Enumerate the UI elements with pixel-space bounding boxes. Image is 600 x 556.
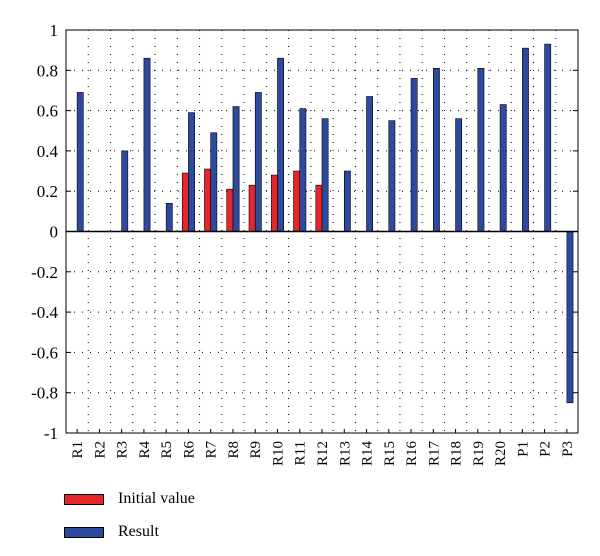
legend-label-initial: Initial value xyxy=(118,490,195,507)
legend-item-initial: Initial value xyxy=(64,490,195,508)
x-tick-label: R11 xyxy=(293,441,309,465)
legend-item-result: Result xyxy=(64,523,195,541)
bar-result-R1 xyxy=(76,92,84,232)
y-tick-label: -0.4 xyxy=(31,303,58,322)
y-tick-label: -1 xyxy=(44,424,58,443)
bar-result-R10 xyxy=(277,57,284,232)
y-tick-label: 0 xyxy=(50,223,59,242)
bar-result-R6 xyxy=(188,112,195,232)
x-axis-ticks: R1 R2 R3 R4 R5 R6 R7 R8 R9 R10 R11 R12 R13 R14 R15 R16 R… xyxy=(70,429,576,466)
bar-chart: 10.80.60.40.20-0.2-0.4-0.6-0.8-1 R1 R2 R3 R… xyxy=(31,21,579,466)
legend-label-result: Result xyxy=(118,523,159,540)
bar-result-R9 xyxy=(254,92,262,232)
x-tick-label: R18 xyxy=(449,441,465,466)
x-tick-label: R13 xyxy=(337,441,353,466)
bar-result-R5 xyxy=(165,202,173,232)
y-tick-label: 0.4 xyxy=(37,142,59,161)
bar-result-P1 xyxy=(522,47,529,232)
x-tick-label: P3 xyxy=(560,441,576,457)
x-tick-label: R7 xyxy=(204,441,220,459)
x-tick-label: R8 xyxy=(226,441,242,459)
x-tick-label: R3 xyxy=(115,441,131,459)
x-tick-label: R12 xyxy=(315,441,331,466)
y-tick-label: 0.8 xyxy=(37,61,58,80)
bar-result-R7 xyxy=(210,132,218,232)
x-tick-label: R15 xyxy=(382,441,398,466)
x-tick-label: R5 xyxy=(159,441,175,459)
x-tick-label: R14 xyxy=(360,441,376,467)
bar-result-R12 xyxy=(321,118,329,232)
bar-result-R16 xyxy=(410,78,418,232)
x-tick-label: R6 xyxy=(181,441,197,459)
bar-result-R3 xyxy=(121,150,129,232)
legend-swatch-initial xyxy=(64,493,104,505)
bar-result-R19 xyxy=(477,67,485,232)
bar-result-R13 xyxy=(343,170,351,232)
x-tick-label: R19 xyxy=(471,441,487,466)
bar-initial-R6 xyxy=(181,172,189,232)
x-tick-label: R4 xyxy=(137,441,153,459)
bar-result-R8 xyxy=(232,106,240,232)
x-tick-label: R2 xyxy=(92,441,108,459)
x-tick-label: R17 xyxy=(426,441,442,467)
x-tick-label: R9 xyxy=(248,441,264,459)
bar-initial-R8 xyxy=(226,188,234,232)
bar-result-P2 xyxy=(544,43,552,232)
y-tick-label: 1 xyxy=(50,21,59,40)
legend: Initial value Result xyxy=(64,490,195,556)
y-tick-label: 0.6 xyxy=(37,102,58,121)
legend-swatch-result xyxy=(64,526,104,538)
y-tick-label: 0.2 xyxy=(37,182,58,201)
bar-result-R18 xyxy=(455,118,463,232)
bar-initial-R11 xyxy=(293,170,301,232)
x-tick-label: R10 xyxy=(270,441,286,466)
bar-result-R11 xyxy=(299,108,307,232)
x-tick-label: P1 xyxy=(515,441,531,457)
y-tick-label: -0.2 xyxy=(31,263,58,282)
bar-result-R4 xyxy=(143,57,151,232)
bar-result-R17 xyxy=(433,67,440,232)
x-tick-label: R1 xyxy=(70,441,86,459)
y-axis-ticks: 1 0.8 0.6 0.4 0.2 0 -0.2 -0.4 -0.6 -0.8 -1 xyxy=(31,21,578,443)
x-tick-label: R20 xyxy=(493,441,509,466)
x-tick-label: R16 xyxy=(404,441,420,467)
bars-layer xyxy=(76,43,574,404)
bar-initial-R9 xyxy=(248,184,256,232)
bar-initial-R10 xyxy=(270,174,278,232)
bar-result-R20 xyxy=(499,104,507,232)
bar-result-R15 xyxy=(388,120,396,232)
x-tick-label: P2 xyxy=(538,441,554,457)
y-tick-label: -0.6 xyxy=(31,343,58,362)
y-tick-label: -0.8 xyxy=(31,384,58,403)
bar-initial-R12 xyxy=(315,184,323,232)
bar-result-P3 xyxy=(566,231,574,404)
bar-result-R14 xyxy=(366,96,374,232)
bar-initial-R7 xyxy=(204,168,211,232)
